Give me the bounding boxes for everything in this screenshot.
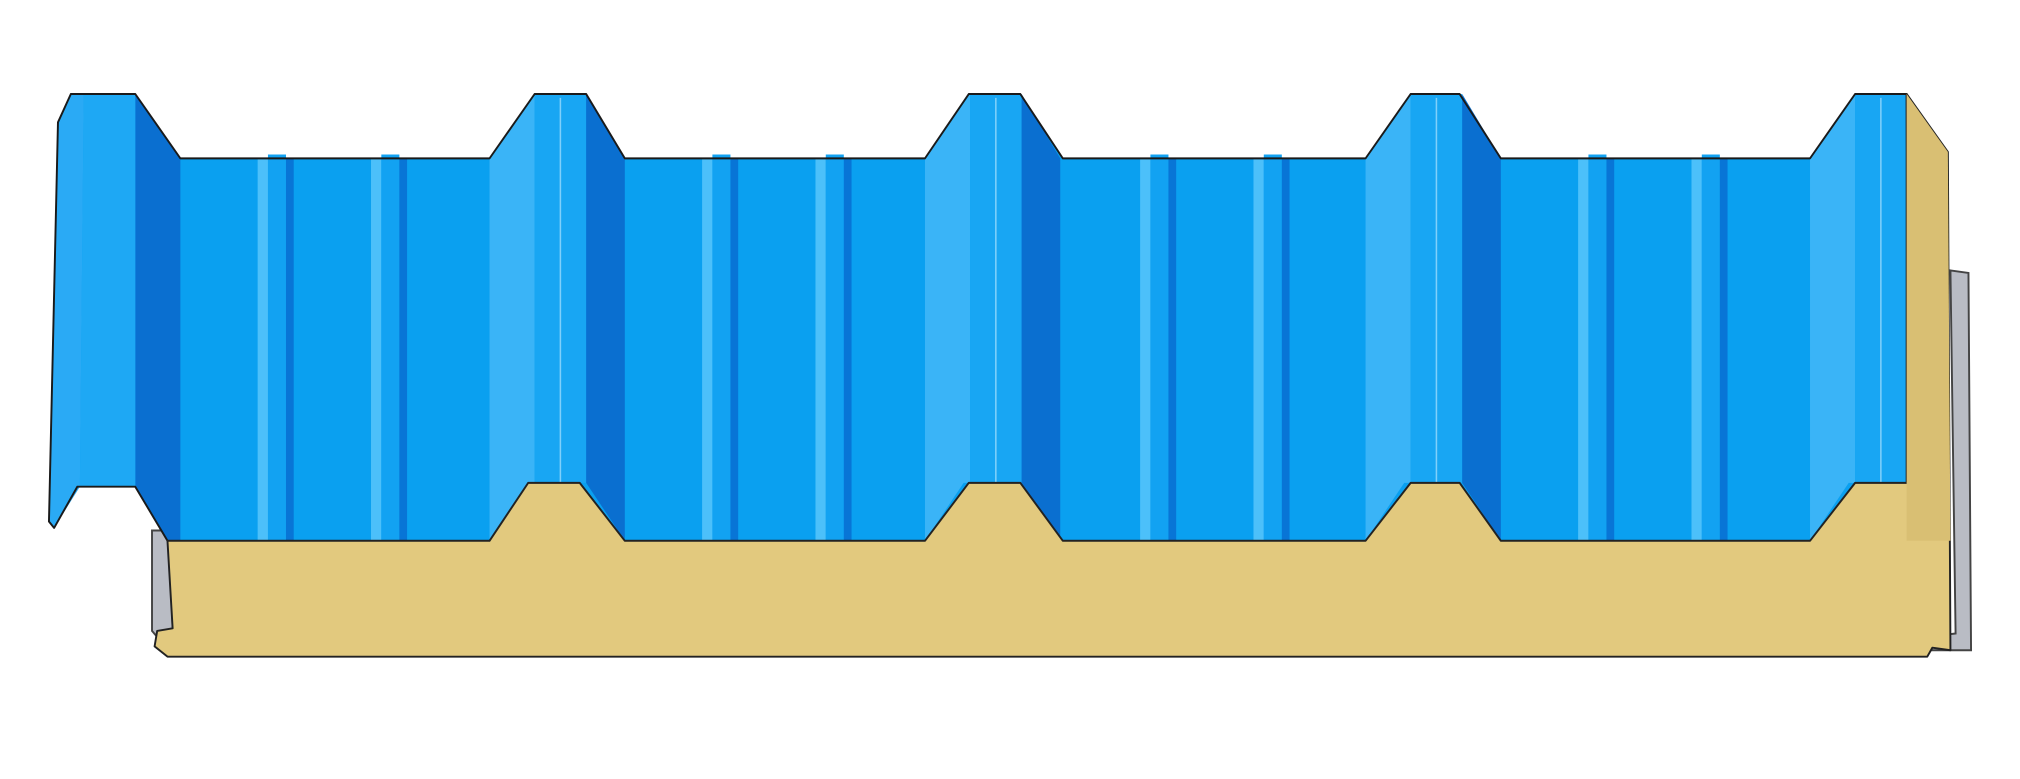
steel-sheet <box>47 93 1911 542</box>
stiffener-dark <box>285 158 294 541</box>
stiffener-light <box>371 158 382 541</box>
rib-face-light <box>489 93 535 541</box>
stiffener-top <box>267 154 286 541</box>
stiffener-light <box>1140 158 1151 541</box>
stiffener-dark <box>843 158 852 541</box>
stiffener-dark <box>1719 158 1728 541</box>
stiffener-top <box>1263 154 1282 541</box>
stiffener-light <box>1691 158 1702 541</box>
stiffener-top <box>1701 154 1720 541</box>
stiffener-dark <box>1281 158 1290 541</box>
foam-side-face <box>1906 93 1951 541</box>
rib-face-dark <box>1021 93 1061 541</box>
rib-top <box>79 93 136 487</box>
foam-core <box>153 93 1952 658</box>
rib-face-dark <box>586 93 625 541</box>
rib-face-light <box>924 93 971 541</box>
stiffener-light <box>702 158 713 541</box>
stiffener-dark <box>1168 158 1177 541</box>
stiffener-dark <box>730 158 739 541</box>
stiffener-dark <box>399 158 408 541</box>
stiffener-top <box>1150 154 1169 541</box>
rib-face-light <box>48 93 84 528</box>
stiffener-light <box>1253 158 1264 541</box>
stiffener-dark <box>1606 158 1615 541</box>
stiffener-top <box>381 154 400 541</box>
rib-face-dark <box>1462 93 1501 541</box>
stiffener-light <box>1578 158 1589 541</box>
rib-face-dark <box>135 93 181 541</box>
stiffener-top <box>825 154 844 541</box>
stiffener-top <box>712 154 731 541</box>
stiffener-top <box>1588 154 1607 541</box>
sheet-outline <box>47 93 1911 542</box>
stiffener-light <box>257 158 268 541</box>
stiffener-light <box>815 158 826 541</box>
rib-face-light <box>1365 93 1411 541</box>
rib-face-light <box>1810 93 1856 541</box>
